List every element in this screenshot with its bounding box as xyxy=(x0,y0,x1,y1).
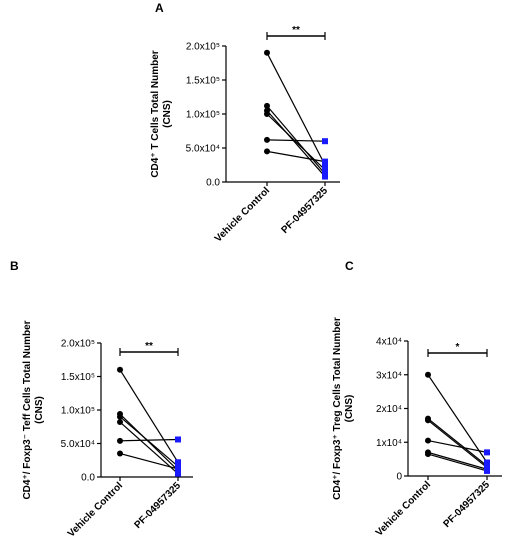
panel-c-y-tick-label: 2x10⁴ xyxy=(376,404,402,415)
panel-c-y-axis-label-line: CD4⁺/ Foxp3⁺ Treg Cells Total Number xyxy=(332,317,343,500)
panel-c-x-tick-label: PF-04957325 xyxy=(441,479,492,530)
panel-b-pair-line xyxy=(119,421,179,475)
panel-b-pair-line xyxy=(119,369,179,463)
panel-a-treatment-point xyxy=(322,158,328,165)
panel-a-y-tick-label: 0.0 xyxy=(206,178,220,189)
panel-a-y-axis-label-line: (CNS) xyxy=(162,100,173,128)
panel-a-treatment-point xyxy=(322,162,328,168)
panel-a-pair-line xyxy=(266,150,326,163)
panel-b-vehicle-point xyxy=(117,366,123,373)
panel-c-pair-line xyxy=(427,419,488,469)
panel-b-letter: B xyxy=(10,259,19,273)
panel-a-vehicle-point xyxy=(264,148,270,155)
panel-c-pair-line xyxy=(427,453,488,472)
panel-c-y-tick-label: 0 xyxy=(396,472,402,483)
panel-b-y-axis-label-line: CD4⁺/ Foxp3⁻ Teff Cells Total Number xyxy=(22,320,33,499)
panel-c-y-axis-label: CD4⁺/ Foxp3⁺ Treg Cells Total Number(CNS… xyxy=(332,317,355,500)
panel-b-y-tick-label: 5.0x10⁴ xyxy=(61,439,95,450)
panel-b-x-tick-label: PF-04957325 xyxy=(132,480,183,531)
panel-c-vehicle-point xyxy=(425,417,431,424)
panel-b-treatment-point xyxy=(175,436,181,443)
panel-a-pair-line xyxy=(266,113,326,171)
panel-c-treatment-point xyxy=(484,449,490,456)
panel-b-vehicle-point xyxy=(117,413,123,420)
panel-a-y-axis-label-line: CD4⁺ T Cells Total Number xyxy=(150,50,161,177)
panel-c-x-tick-label: Vehicle Control xyxy=(374,479,433,538)
panel-a-letter: A xyxy=(155,1,164,15)
panel-b-treatment-point xyxy=(175,470,181,477)
panel-c-y-axis-label-line: (CNS) xyxy=(344,395,355,423)
panel-c-vehicle-point xyxy=(425,371,431,378)
panel-c-pair-line xyxy=(427,418,488,467)
panel-a-vehicle-point xyxy=(264,136,270,143)
panel-a-y-tick-label: 1.0x10⁵ xyxy=(186,110,220,121)
panel-b-treatment-point xyxy=(175,465,181,472)
panel-c-pair-line xyxy=(427,451,488,470)
panel-c-y-tick-label: 1x10⁴ xyxy=(376,438,402,449)
panel-b-vehicle-point xyxy=(117,450,123,457)
panel-b-vehicle-point xyxy=(117,437,123,444)
panel-c-letter: C xyxy=(345,259,354,273)
panel-a-vehicle-point xyxy=(264,111,270,117)
panel-b-significance-label: ** xyxy=(145,341,153,352)
panel-a-y-axis-label: CD4⁺ T Cells Total Number(CNS) xyxy=(150,50,173,177)
panel-b-y-tick-label: 2.0x10⁵ xyxy=(61,339,95,350)
panel-a-pair-line xyxy=(266,52,326,166)
panel-b-y-tick-label: 0.0 xyxy=(81,473,95,484)
panel-a-treatment-point xyxy=(322,166,328,173)
panel-a: A 0.0 5.0x10⁴ 1.0x10⁵ 1.5x10⁵ 2.0x10⁵ CD4⁺ T C… xyxy=(150,1,340,245)
panel-a-pair-line xyxy=(266,139,326,142)
panel-a-y-tick-label: 2.0x10⁵ xyxy=(186,42,220,53)
panel-b-y-axis-label: CD4⁺/ Foxp3⁻ Teff Cells Total Number(CNS… xyxy=(22,320,45,499)
panel-c-treatment-point xyxy=(484,467,490,474)
panel-c-y-tick-label: 3x10⁴ xyxy=(376,370,402,381)
panel-a-x-tick-label: PF-04957325 xyxy=(279,185,330,236)
panel-b: B 0.0 5.0x10⁴ 1.0x10⁵ 1.5x10⁵ 2.0x10⁵ CD4⁺/ Fo… xyxy=(10,259,193,540)
panel-c-vehicle-point xyxy=(425,437,431,444)
panel-c-pair-line xyxy=(427,439,488,453)
panel-c-vehicle-point xyxy=(425,451,431,458)
panel-a-treatment-point xyxy=(322,173,328,180)
panel-a-vehicle-point xyxy=(264,102,270,109)
panel-b-y-tick-label: 1.0x10⁵ xyxy=(61,406,95,417)
panel-a-y-tick-label: 5.0x10⁴ xyxy=(186,144,220,155)
panel-b-pair-line xyxy=(119,438,179,442)
panel-a-x-tick-label: Vehicle Control xyxy=(213,185,272,244)
panel-a-pair-line xyxy=(266,110,326,177)
panel-b-pair-line xyxy=(119,416,179,467)
panel-c: C 0 1x10⁴ 2x10⁴ 3x10⁴ 4x10⁴ CD4⁺/ Foxp3⁺ Treg … xyxy=(332,259,502,539)
panel-a-treatment-point xyxy=(322,138,328,145)
panel-b-treatment-point xyxy=(175,459,181,466)
panel-b-y-tick-label: 1.5x10⁵ xyxy=(61,372,95,383)
panel-a-vehicle-point xyxy=(264,49,270,56)
panel-a-significance-label: ** xyxy=(292,25,300,36)
panel-a-y-tick-label: 1.5x10⁵ xyxy=(186,76,220,87)
panel-c-treatment-point xyxy=(484,459,490,466)
panel-a-pair-line xyxy=(266,105,326,175)
panel-c-y-tick-label: 4x10⁴ xyxy=(376,337,402,348)
panel-b-pair-line xyxy=(119,452,179,470)
panel-b-y-axis-label-line: (CNS) xyxy=(34,396,45,424)
panel-c-significance-label: * xyxy=(456,342,460,353)
panel-b-vehicle-point xyxy=(117,419,123,426)
panel-c-pair-line xyxy=(427,374,488,463)
panel-b-x-tick-label: Vehicle Control xyxy=(66,480,125,539)
